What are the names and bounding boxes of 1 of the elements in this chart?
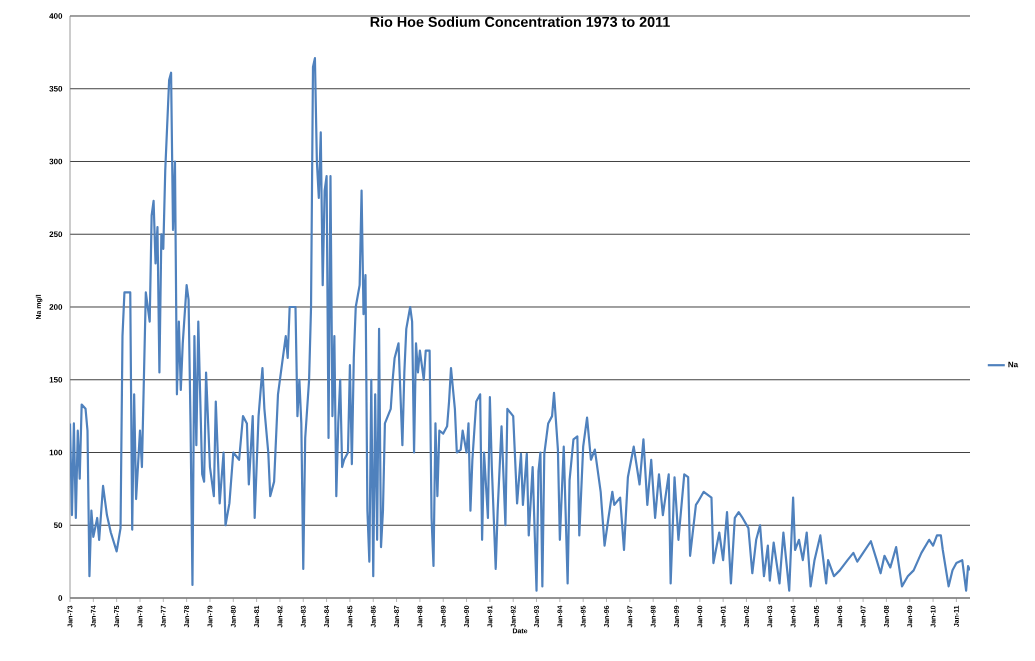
chart-title: Rio Hoe Sodium Concentration 1973 to 2011 [370,16,670,27]
